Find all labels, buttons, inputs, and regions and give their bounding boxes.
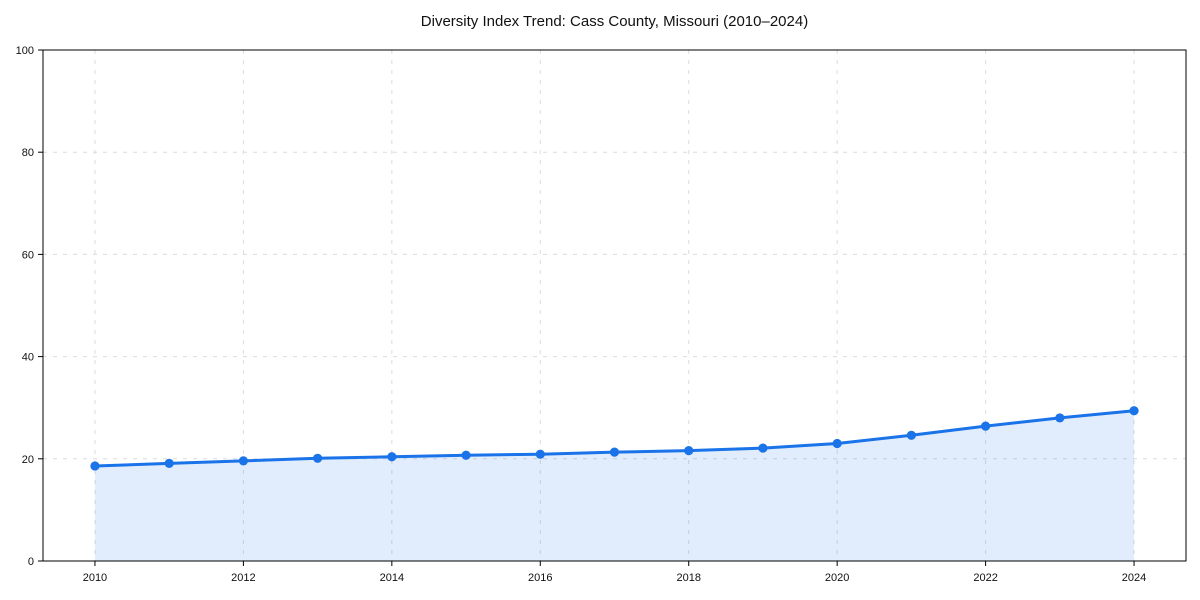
x-tick-label: 2020	[825, 572, 849, 584]
x-tick-label: 2014	[380, 572, 404, 584]
data-point-marker	[387, 452, 397, 462]
data-point-marker	[461, 450, 471, 460]
data-point-marker	[238, 456, 248, 466]
data-point-marker	[906, 430, 916, 440]
x-tick-label: 2010	[83, 572, 107, 584]
y-tick-label: 20	[22, 454, 34, 466]
x-tick-label: 2022	[973, 572, 997, 584]
x-tick-label: 2024	[1122, 572, 1146, 584]
data-point-marker	[164, 458, 174, 468]
plot-border	[42, 49, 1187, 562]
y-tick-label: 40	[22, 352, 34, 364]
data-point-marker	[313, 453, 323, 463]
x-tick-label: 2016	[528, 572, 552, 584]
data-point-marker	[684, 446, 694, 456]
data-point-marker	[832, 438, 842, 449]
y-tick-label: 60	[22, 249, 34, 261]
data-point-marker	[609, 447, 620, 457]
data-point-marker	[90, 461, 100, 471]
y-tick-label: 100	[16, 45, 34, 57]
x-tick-label: 2018	[676, 572, 700, 584]
y-tick-label: 0	[28, 556, 34, 568]
data-point-marker	[1055, 413, 1065, 423]
y-tick-label: 80	[22, 147, 34, 159]
data-point-marker	[981, 421, 991, 431]
data-point-marker	[758, 443, 768, 453]
data-point-marker	[1129, 406, 1139, 416]
data-point-marker	[535, 449, 545, 459]
area-fill	[94, 410, 1135, 561]
chart-title: Diversity Index Trend: Cass County, Miss…	[420, 13, 809, 30]
x-tick-label: 2012	[231, 572, 255, 584]
